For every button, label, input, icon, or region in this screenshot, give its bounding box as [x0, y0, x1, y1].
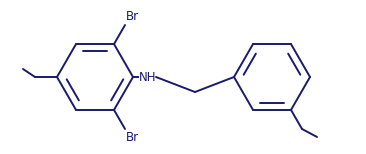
- Text: Br: Br: [126, 131, 139, 144]
- Text: NH: NH: [139, 71, 157, 83]
- Text: Br: Br: [126, 10, 139, 23]
